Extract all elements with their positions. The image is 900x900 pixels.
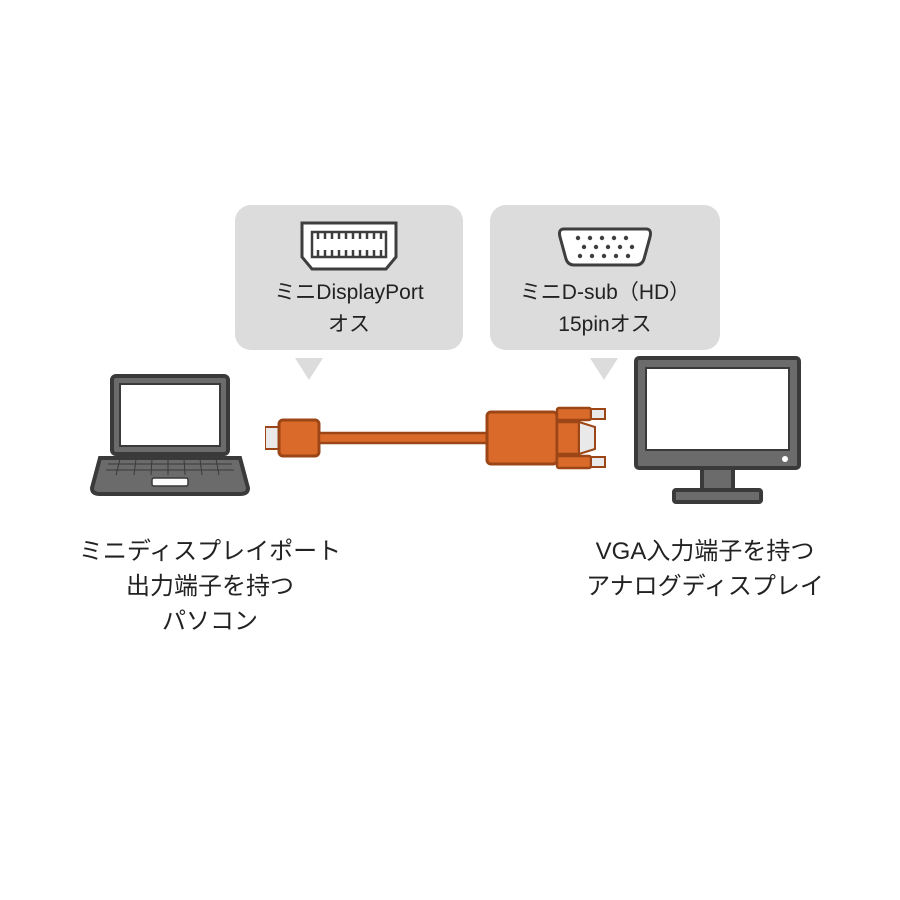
callout-right-line1: ミニD-sub（HD） bbox=[508, 279, 702, 307]
callout-left-tail bbox=[295, 358, 323, 380]
diagram-canvas: ミニDisplayPort オス ミニD-sub（HD） 15pinオス bbox=[0, 0, 900, 900]
callout-left-line1: ミニDisplayPort bbox=[253, 279, 445, 307]
callout-right-tail bbox=[590, 358, 618, 380]
label-left-line1: ミニディスプレイポート bbox=[60, 535, 360, 570]
callout-left-line2: オス bbox=[253, 311, 445, 339]
laptop-icon bbox=[90, 370, 250, 500]
cable-icon bbox=[265, 400, 610, 475]
label-left-line2: 出力端子を持つ bbox=[60, 570, 360, 605]
label-right-line2: アナログディスプレイ bbox=[555, 570, 855, 605]
label-right-line1: VGA入力端子を持つ bbox=[555, 535, 855, 570]
label-left-line3: パソコン bbox=[60, 605, 360, 640]
monitor-icon bbox=[630, 352, 805, 507]
label-monitor: VGA入力端子を持つ アナログディスプレイ bbox=[555, 535, 855, 605]
label-laptop: ミニディスプレイポート 出力端子を持つ パソコン bbox=[60, 535, 360, 639]
callout-mini-displayport: ミニDisplayPort オス bbox=[235, 205, 463, 350]
mini-displayport-icon bbox=[294, 217, 404, 275]
callout-dsub15: ミニD-sub（HD） 15pinオス bbox=[490, 205, 720, 350]
vga-dsub-icon bbox=[550, 217, 660, 275]
callout-right-line2: 15pinオス bbox=[508, 311, 702, 339]
